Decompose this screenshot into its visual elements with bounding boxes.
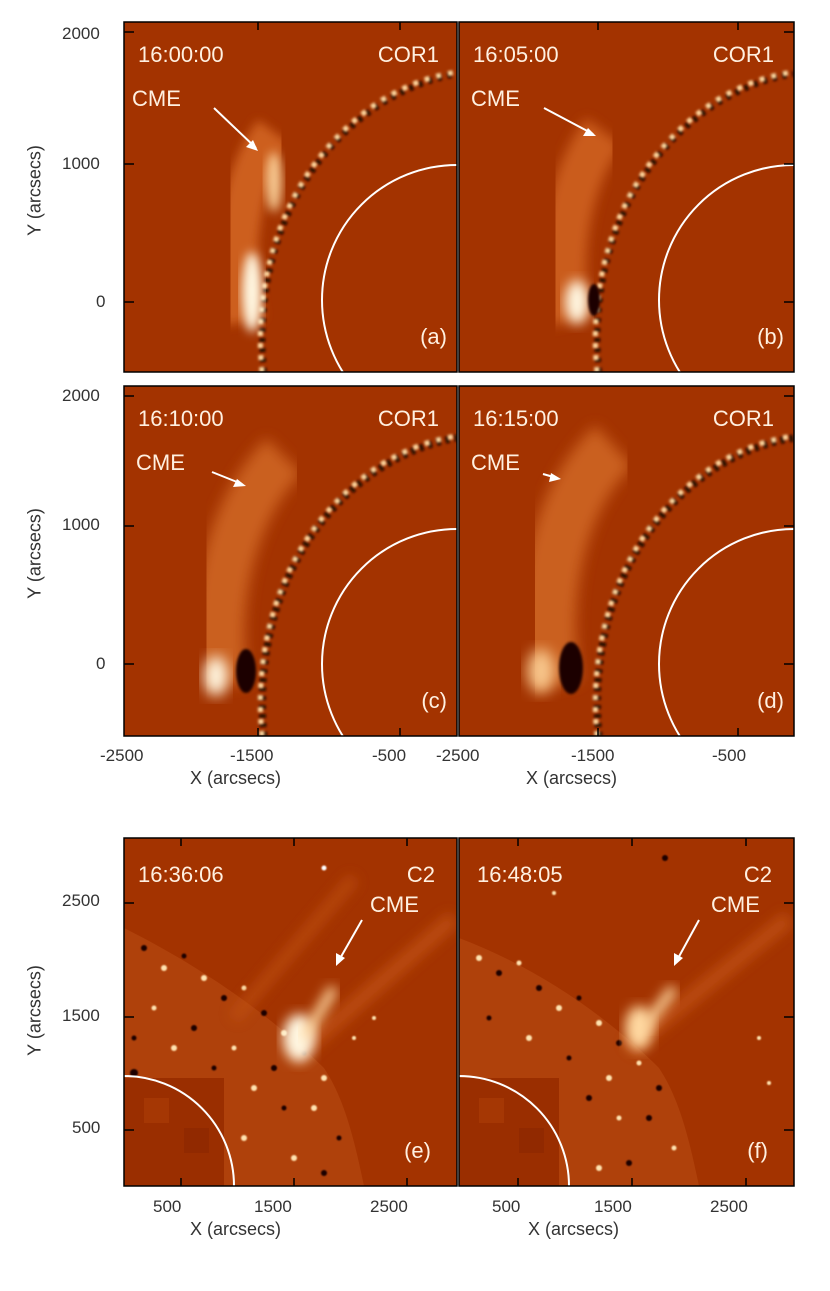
- panel-a-letter: (a): [420, 324, 447, 349]
- panel-f-image: [459, 838, 794, 1186]
- ytick-top-1000: 1000: [62, 154, 100, 173]
- x-axis-title-top-left: X (arcsecs): [190, 768, 282, 788]
- ytick-mid-0: 0: [96, 654, 106, 673]
- panel-d-letter: (d): [757, 688, 784, 713]
- panel-c-letter: (c): [421, 688, 447, 713]
- panel-c-time: 16:10:00: [138, 406, 224, 431]
- panel-d-cme-label: CME: [471, 450, 520, 475]
- panel-e-instrument: C2: [406, 862, 435, 887]
- panel-a-cme-label: CME: [132, 86, 181, 111]
- panel-b-time: 16:05:00: [473, 42, 559, 67]
- xtick-top-right-2: -1500: [571, 746, 615, 765]
- panel-c-instrument: COR1: [377, 406, 439, 431]
- panel-e-cme-label: CME: [370, 892, 419, 917]
- ytick-bot-500: 500: [72, 1118, 101, 1137]
- panel-f: 16:48:05 C2 CME (f): [459, 838, 794, 1186]
- panel-b-image: [459, 22, 794, 372]
- panel-a: 16:00:00 COR1 CME (a): [124, 22, 457, 372]
- xtick-top-left-2: -1500: [230, 746, 274, 765]
- panel-e-image: [124, 838, 457, 1186]
- xtick-bot-left-2: 1500: [254, 1197, 292, 1216]
- panel-e-letter: (e): [404, 1138, 431, 1163]
- ytick-bot-2500: 2500: [62, 891, 100, 910]
- xtick-top-right-1: -2500: [436, 746, 480, 765]
- ytick-top-0: 0: [96, 292, 106, 311]
- x-axis-title-bot-right: X (arcsecs): [528, 1219, 620, 1239]
- panel-f-instrument: C2: [743, 862, 772, 887]
- y-axis-title-bottom: Y (arcsecs): [24, 965, 45, 1056]
- xtick-bot-left-1: 500: [153, 1197, 182, 1216]
- panel-b-instrument: COR1: [712, 42, 774, 67]
- panel-e: 16:36:06 C2 CME (e): [124, 838, 457, 1186]
- panel-c-image: [124, 386, 457, 736]
- x-axis-title-bot-left: X (arcsecs): [190, 1219, 282, 1239]
- panel-c: 16:10:00 COR1 CME (c): [124, 386, 457, 736]
- xtick-top-right-3: -500: [712, 746, 747, 765]
- xtick-bot-right-3: 2500: [710, 1197, 748, 1216]
- y-axis-title-top1: Y (arcsecs): [24, 145, 45, 236]
- panel-f-letter: (f): [747, 1138, 768, 1163]
- ytick-mid-2000: 2000: [62, 386, 100, 405]
- panel-b-cme-label: CME: [471, 86, 520, 111]
- panel-a-instrument: COR1: [377, 42, 439, 67]
- xtick-top-left-1: -2500: [100, 746, 144, 765]
- panel-e-time: 16:36:06: [138, 862, 224, 887]
- panel-a-image: [124, 22, 457, 372]
- x-axis-title-top-right: X (arcsecs): [526, 768, 618, 788]
- xtick-top-left-3: -500: [372, 746, 407, 765]
- panel-f-time: 16:48:05: [477, 862, 563, 887]
- panel-d-time: 16:15:00: [473, 406, 559, 431]
- ytick-top-2000: 2000: [62, 24, 100, 43]
- panel-d: 16:15:00 COR1 CME (d): [459, 386, 794, 736]
- xtick-bot-left-3: 2500: [370, 1197, 408, 1216]
- xtick-bot-right-2: 1500: [594, 1197, 632, 1216]
- panel-d-image: [459, 386, 794, 736]
- y-axis-title-top2: Y (arcsecs): [24, 508, 45, 599]
- panel-a-time: 16:00:00: [138, 42, 224, 67]
- ytick-mid-1000: 1000: [62, 515, 100, 534]
- panel-b: 16:05:00 COR1 CME (b): [459, 22, 794, 372]
- panel-c-cme-label: CME: [136, 450, 185, 475]
- panel-b-letter: (b): [757, 324, 784, 349]
- xtick-bot-right-1: 500: [492, 1197, 521, 1216]
- panel-d-instrument: COR1: [712, 406, 774, 431]
- panel-f-cme-label: CME: [711, 892, 760, 917]
- ytick-bot-1500: 1500: [62, 1006, 100, 1025]
